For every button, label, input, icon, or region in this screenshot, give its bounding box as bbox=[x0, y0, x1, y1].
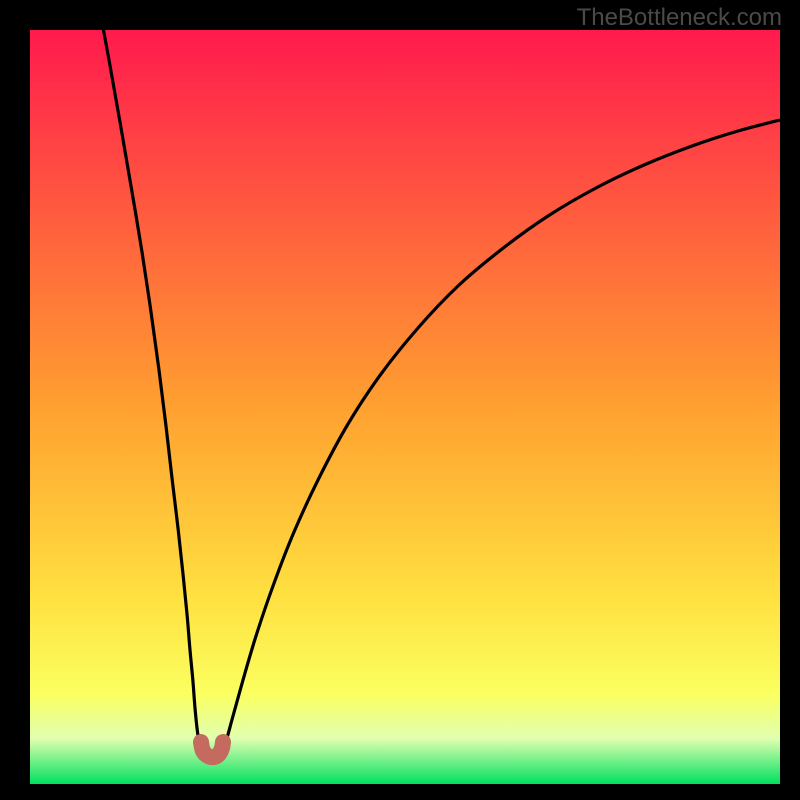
curve-right bbox=[223, 120, 780, 751]
chart-frame: TheBottleneck.com bbox=[0, 0, 800, 800]
curve-left bbox=[98, 0, 201, 751]
curve-layer bbox=[0, 0, 800, 800]
watermark-text: TheBottleneck.com bbox=[577, 4, 782, 32]
cusp-marker bbox=[201, 742, 223, 757]
